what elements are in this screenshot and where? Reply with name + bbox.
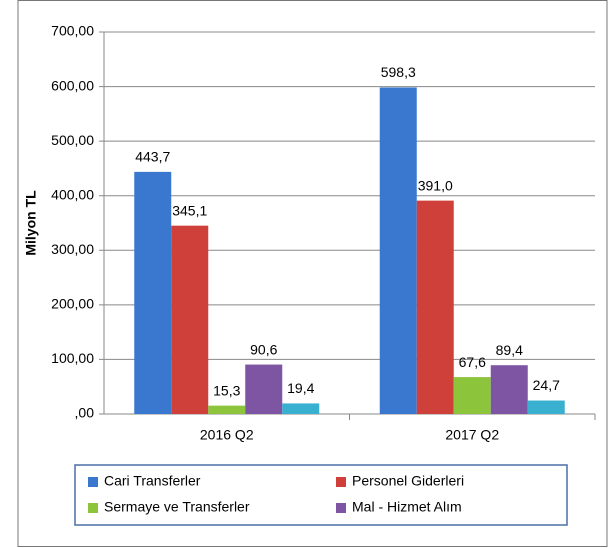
y-tick-label: 600,00 [51,77,94,93]
bar [245,364,283,414]
legend-label: Personel Giderleri [352,473,464,489]
bar [379,87,417,414]
bar [208,405,246,414]
y-tick-label: ,00 [75,405,95,421]
legend-swatch [88,503,98,513]
value-label: 345,1 [172,202,207,218]
y-axis-label: Milyon TL [23,190,39,256]
bar [453,377,491,414]
chart-frame [17,0,608,547]
x-tick-label: 2016 Q2 [200,427,254,443]
y-tick-label: 300,00 [51,241,94,257]
legend-swatch [88,477,98,487]
value-label: 89,4 [496,342,523,358]
legend-label: Cari Transferler [104,473,201,489]
legend-label: Mal - Hizmet Alım [352,499,462,515]
value-label: 19,4 [287,380,314,396]
bar [490,365,528,414]
x-tick-label: 2017 Q2 [445,427,499,443]
y-tick-label: 400,00 [51,186,94,202]
y-tick-label: 100,00 [51,350,94,366]
value-label: 24,7 [533,377,560,393]
value-label: 391,0 [418,177,453,193]
legend-label: Sermaye ve Transferler [104,499,250,515]
legend-swatch [336,477,346,487]
bar [416,200,454,414]
y-tick-label: 700,00 [51,23,94,39]
value-label: 90,6 [250,341,277,357]
y-tick-label: 200,00 [51,296,94,312]
legend-swatch [336,503,346,513]
y-tick-label: 500,00 [51,132,94,148]
bar [171,225,209,414]
value-label: 15,3 [213,382,240,398]
bar [527,400,565,414]
bar [282,403,320,414]
value-label: 67,6 [459,354,486,370]
value-label: 598,3 [381,64,416,80]
bar [134,171,172,414]
legend [74,464,568,526]
value-label: 443,7 [135,149,170,165]
